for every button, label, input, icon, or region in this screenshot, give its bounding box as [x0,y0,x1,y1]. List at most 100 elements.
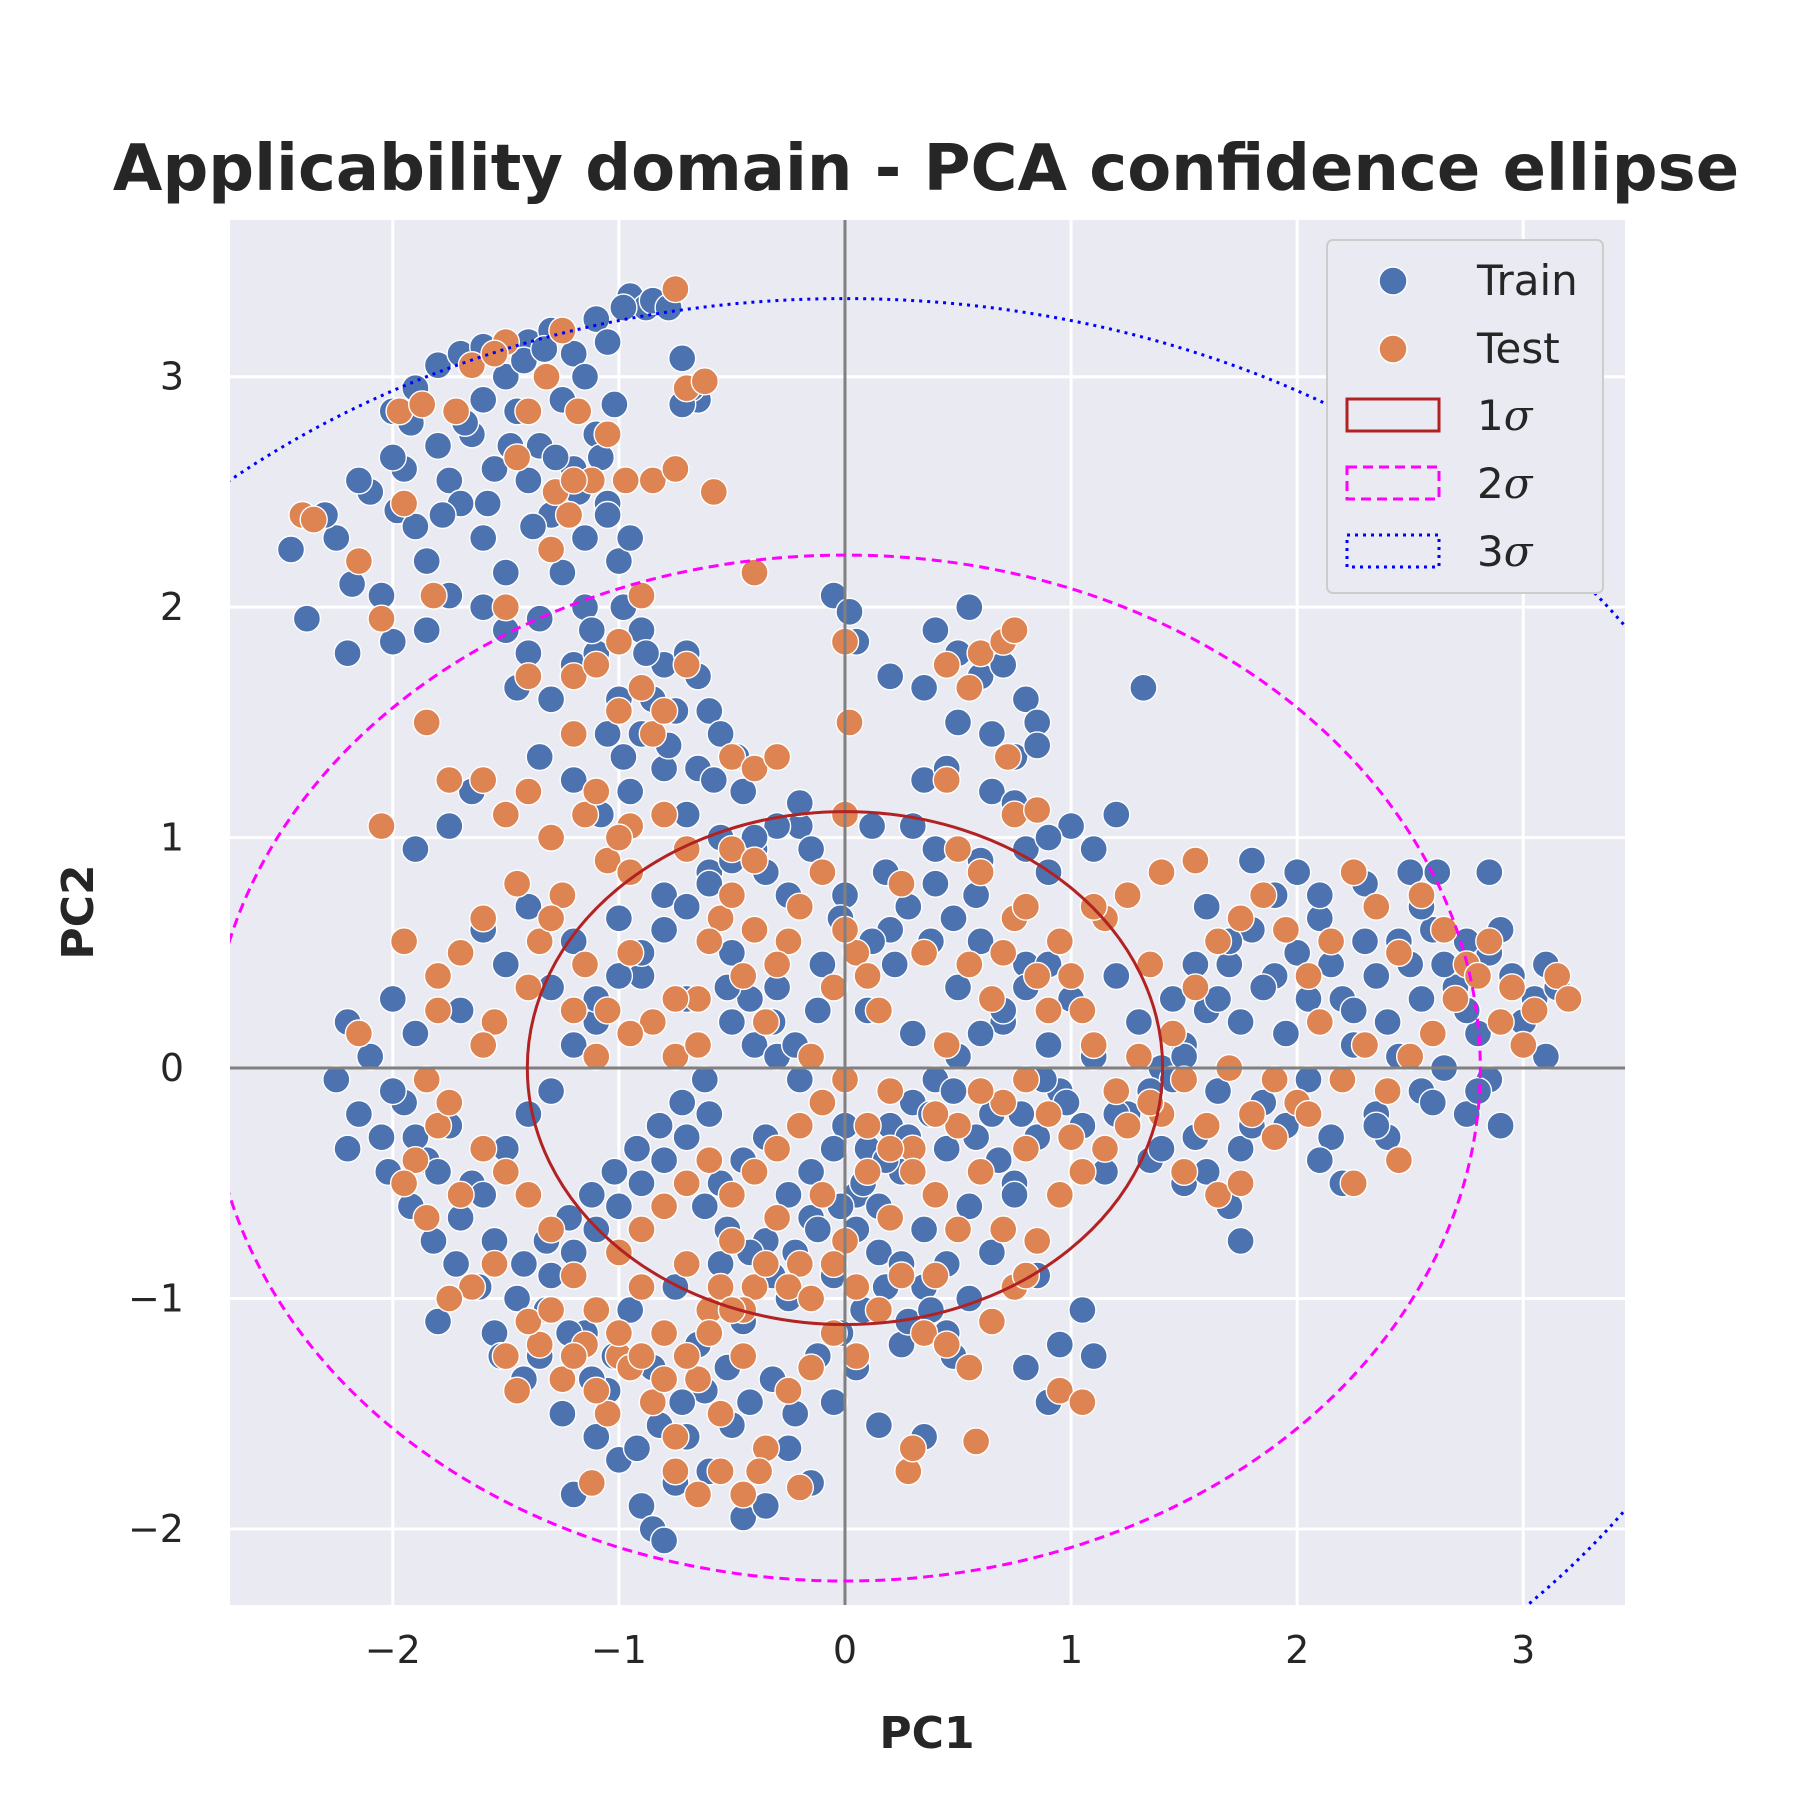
test-point [1248,881,1278,910]
train-point [593,719,622,749]
train-point [322,1065,351,1094]
test-point [1011,1134,1041,1163]
train-point [785,788,814,818]
train-point [909,1215,939,1244]
y-tick-label: −1 [128,1277,184,1321]
test-point [616,858,645,887]
test-point [1305,1007,1335,1037]
test-point [611,466,640,495]
train-point [509,1249,539,1279]
test-point [864,996,894,1025]
train-point [961,881,991,910]
test-point [695,927,724,956]
train-point [609,742,638,772]
test-point [993,742,1022,772]
test-point [491,1341,520,1371]
train-point [1350,927,1380,956]
train-point [1362,961,1391,991]
test-point [977,1307,1007,1336]
test-point [876,1076,905,1106]
test-point [943,1111,973,1140]
legend: Train Test 1σ 2σ 3σ [1326,239,1604,594]
test-point [785,1473,814,1502]
test-point [559,1261,588,1290]
test-point [744,1457,774,1486]
test-point [604,1318,634,1348]
train-point [473,489,502,518]
test-point [491,800,520,829]
test-point [921,1261,950,1290]
x-tick-label: 0 [833,1628,857,1672]
test-point [1373,1076,1402,1106]
train-point [604,904,634,933]
test-point [853,961,882,991]
test-point [1034,996,1063,1025]
train-point [819,1387,848,1417]
train-point [864,1238,894,1267]
test-point [961,1427,991,1456]
train-point [344,1099,374,1129]
train-point [435,466,464,495]
test-point [774,927,803,956]
test-point [1079,1030,1108,1060]
test-point [408,390,437,419]
test-point [819,1249,848,1279]
test-point [593,1399,622,1428]
train-point [469,385,498,414]
test-point [740,754,769,783]
test-point [1192,1111,1221,1140]
test-point [627,581,656,610]
test-point [1068,1157,1097,1187]
train-point [536,1076,566,1106]
legend-train-label: Train [1476,256,1578,305]
train-point [939,904,968,933]
train-point [401,512,430,541]
train-point [1102,800,1131,829]
tick-labels: −2 −1 0 1 2 3 −2 −1 0 1 2 3 [128,355,1535,1672]
test-point [638,719,667,749]
legend-frame [1326,239,1604,594]
test-point [536,904,566,933]
train-point [1282,938,1312,967]
test-point [853,1111,882,1140]
test-point [1068,1387,1097,1417]
train-point [1068,1295,1097,1325]
test-point [1509,1030,1538,1060]
test-point [604,696,634,726]
test-point [412,1203,441,1233]
train-point [631,639,661,668]
train-point [525,742,554,772]
test-point [842,1341,871,1371]
train-point [1294,1065,1323,1094]
train-point [796,834,826,864]
test-point [469,1134,498,1163]
x-axis-label: PC1 [879,1708,974,1759]
test-point [1034,1099,1063,1129]
test-point [649,1318,679,1348]
train-point [559,339,588,368]
test-point [1362,892,1391,921]
test-point [435,1088,464,1117]
test-point [554,500,584,530]
train-point [690,1192,719,1221]
test-point [921,1180,950,1210]
train-point [1248,973,1278,1002]
train-point [1203,984,1233,1014]
train-point [803,996,832,1025]
train-point [819,1134,848,1163]
test-point [344,546,374,576]
test-point [706,1399,735,1428]
test-point [943,1215,973,1244]
test-point [491,1157,520,1187]
test-point [1339,858,1368,887]
train-point [932,1134,961,1163]
train-point [514,892,543,921]
train-point [1475,858,1504,887]
legend-2sigma-swatch [1345,465,1441,501]
train-point [785,1065,814,1094]
test-point [876,1203,905,1233]
test-point [638,1387,667,1417]
train-point [921,616,950,645]
test-point [593,996,622,1025]
